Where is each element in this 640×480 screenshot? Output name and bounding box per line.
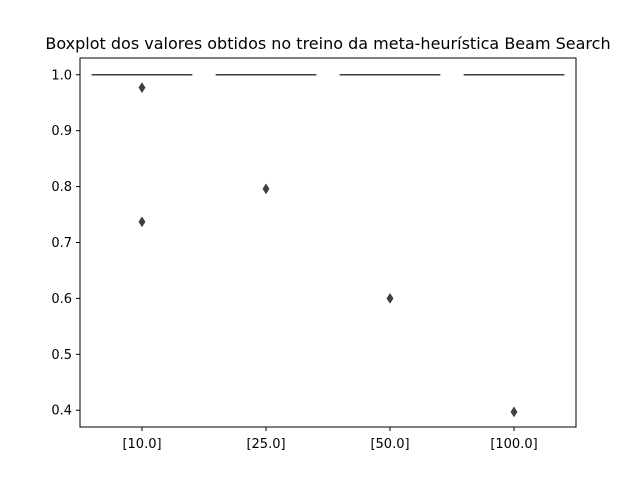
x-tick-label: [100.0]: [490, 437, 537, 452]
plot-area: [91, 74, 565, 418]
box-group: [463, 74, 565, 418]
chart-title: Boxplot dos valores obtidos no treino da…: [45, 34, 610, 53]
y-tick-label: 0.7: [51, 236, 72, 251]
axes: 1.0 0.9 0.8 0.7 0.6 0.5 0.4 [10.0] [25.0] [50.0] […: [51, 68, 537, 452]
box-group: [91, 74, 193, 228]
x-tick-label: [50.0]: [370, 437, 409, 452]
outlier-point: [138, 216, 146, 228]
outlier-point: [138, 82, 146, 94]
axes-frame: [79, 57, 577, 428]
y-tick-label: 0.9: [51, 124, 72, 139]
x-tick-label: [10.0]: [122, 437, 161, 452]
y-tick-label: 0.4: [51, 404, 72, 419]
box-group: [339, 74, 441, 304]
outlier-point: [262, 183, 270, 195]
y-tick-label: 0.6: [51, 292, 72, 307]
outlier-point: [510, 406, 518, 418]
box-group: [215, 74, 317, 195]
y-tick-label: 0.8: [51, 180, 72, 195]
x-tick-label: [25.0]: [246, 437, 285, 452]
outlier-point: [386, 292, 394, 304]
y-tick-label: 0.5: [51, 348, 72, 363]
y-tick-label: 1.0: [51, 68, 72, 83]
